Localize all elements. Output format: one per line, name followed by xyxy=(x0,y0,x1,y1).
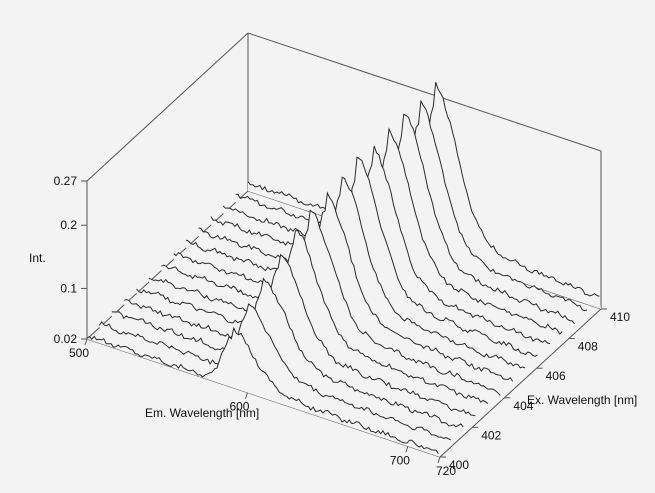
z-tick-label: 0.1 xyxy=(60,281,77,295)
series-group xyxy=(86,82,601,457)
series-line-1 xyxy=(86,326,439,455)
series-line-5 xyxy=(136,229,489,405)
series-line-11 xyxy=(210,127,563,335)
y-axis-title: Ex. Wavelength [nm] xyxy=(527,393,637,407)
y-tick-label: 400 xyxy=(449,458,469,472)
x-tick-label: 500 xyxy=(69,346,89,360)
x-tick-label: 600 xyxy=(229,400,249,414)
y-tick-label: 410 xyxy=(610,310,630,324)
y-tick-label: 408 xyxy=(578,340,598,354)
x-tick-mark xyxy=(405,446,409,453)
frame-top-left-edge xyxy=(86,32,249,182)
series-occlusion-fill xyxy=(87,328,440,457)
z-tick-label: 0.27 xyxy=(54,174,78,188)
x-tick-mark xyxy=(244,392,248,399)
series-line-3 xyxy=(111,277,464,428)
z-tick-label: 0.2 xyxy=(60,218,77,232)
y-axis-line xyxy=(439,308,602,458)
x-tick-label: 720 xyxy=(436,464,456,478)
x-tick-mark xyxy=(437,456,441,464)
series-line-8 xyxy=(173,176,526,369)
series-line-7 xyxy=(161,191,514,382)
x-tick-mark xyxy=(84,338,88,346)
y-tick-label: 406 xyxy=(546,369,566,383)
z-tick-label: 0.02 xyxy=(54,332,78,346)
series-occlusion-fill xyxy=(124,254,478,423)
series-line-12 xyxy=(222,113,575,325)
x-tick-label: 700 xyxy=(390,453,410,467)
series-line-10 xyxy=(198,145,551,345)
series-line-4 xyxy=(124,253,476,417)
y-tick-label: 404 xyxy=(513,399,533,413)
series-line-6 xyxy=(148,209,501,396)
series-line-2 xyxy=(98,303,452,441)
series-line-9 xyxy=(185,156,538,357)
frame-back-top-edge xyxy=(247,32,602,152)
z-axis-title: Int. xyxy=(29,251,46,265)
series-occlusion-fill xyxy=(111,278,465,435)
x-axis-title: Em. Wavelength [nm] xyxy=(145,406,259,420)
y-tick-label: 402 xyxy=(481,428,501,442)
series-occlusion-fill xyxy=(136,230,490,412)
